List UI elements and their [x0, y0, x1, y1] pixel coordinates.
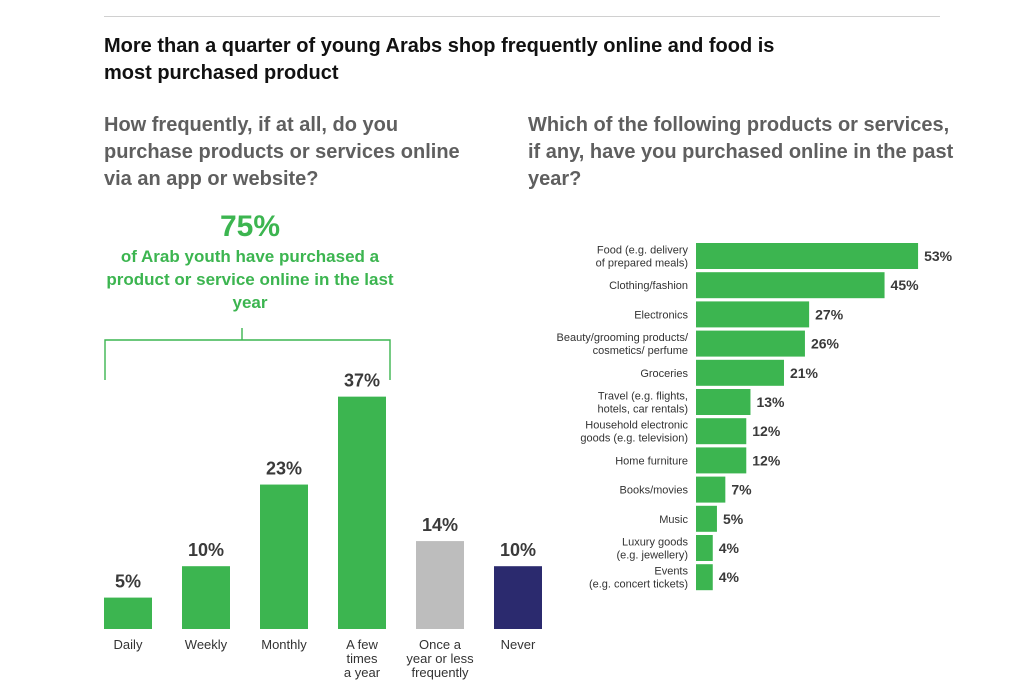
frequency-bar: [338, 396, 386, 629]
page-title: More than a quarter of young Arabs shop …: [104, 35, 775, 84]
frequency-value-label: 10%: [500, 540, 536, 560]
frequency-category-label: Once a year or less frequently: [406, 637, 474, 680]
frequency-value-label: 10%: [188, 540, 224, 560]
product-value-label: 27%: [815, 306, 844, 322]
product-bar: [696, 389, 751, 415]
product-bar: [696, 447, 747, 474]
frequency-bar: [182, 566, 230, 629]
frequency-category-label: Monthly: [261, 637, 307, 652]
product-bar: [696, 505, 717, 532]
product-value-label: 12%: [752, 423, 781, 439]
product-value-label: 21%: [790, 365, 819, 381]
product-value-label: 4%: [719, 540, 740, 556]
product-category-label: Books/movies: [620, 485, 689, 497]
frequency-bar: [260, 484, 308, 629]
product-bar: [696, 272, 885, 299]
product-value-label: 13%: [756, 394, 785, 410]
frequency-value-label: 5%: [115, 572, 141, 592]
frequency-category-label: A few times a year: [344, 637, 381, 680]
frequency-category-label: Never: [501, 637, 536, 652]
product-category-label: Home furniture: [615, 455, 688, 467]
product-value-label: 53%: [924, 248, 953, 264]
product-bar: [696, 564, 713, 591]
products-bar-chart: 53% Food (e.g. delivery of prepared meals)…: [557, 243, 953, 591]
top-divider: [104, 16, 940, 17]
product-category-label: Travel (e.g. flights, hotels, car rentals…: [598, 391, 688, 416]
product-value-label: 12%: [752, 452, 781, 468]
frequency-bar: [104, 597, 152, 629]
product-bar: [696, 476, 726, 503]
product-category-label: Clothing/fashion: [609, 280, 688, 292]
frequency-category-label: Daily: [114, 637, 143, 652]
product-value-label: 26%: [811, 336, 840, 352]
callout-bracket: [104, 328, 391, 380]
product-category-label: Food (e.g. delivery of prepared meals): [596, 245, 689, 270]
frequency-bar: [494, 566, 542, 629]
right-question: Which of the following products or servi…: [528, 114, 954, 190]
product-value-label: 7%: [731, 482, 752, 498]
product-value-label: 4%: [719, 569, 740, 585]
product-category-label: Luxury goods (e.g. jewellery): [616, 537, 688, 562]
left-question: How frequently, if at all, do you purcha…: [104, 114, 460, 190]
frequency-category-label: Weekly: [185, 637, 228, 652]
product-category-label: Beauty/grooming products/cosmetics/ perf…: [557, 332, 689, 357]
product-bar: [696, 330, 805, 357]
frequency-bar: [416, 541, 464, 629]
product-category-label: Electronics: [634, 309, 688, 321]
callout-text: of Arab youth have purchased a product o…: [106, 247, 394, 312]
product-bar: [696, 359, 784, 386]
product-category-label: Events (e.g. concert tickets): [589, 566, 689, 591]
product-category-label: Household electronic goods (e.g. televisi…: [580, 420, 688, 445]
frequency-value-label: 37%: [344, 371, 380, 391]
product-value-label: 5%: [723, 511, 744, 527]
frequency-value-label: 14%: [422, 515, 458, 535]
product-category-label: Music: [659, 514, 688, 526]
product-category-label: Groceries: [640, 368, 688, 380]
product-bar: [696, 535, 713, 561]
product-bar: [696, 301, 810, 328]
product-bar: [696, 418, 747, 445]
callout-value: 75%: [219, 210, 281, 243]
frequency-bar-chart: 5% Daily 10% Weekly 23% Monthly 37% A few times a…: [104, 371, 542, 680]
product-value-label: 45%: [891, 277, 920, 293]
frequency-value-label: 23%: [266, 459, 302, 479]
product-bar: [696, 243, 919, 269]
